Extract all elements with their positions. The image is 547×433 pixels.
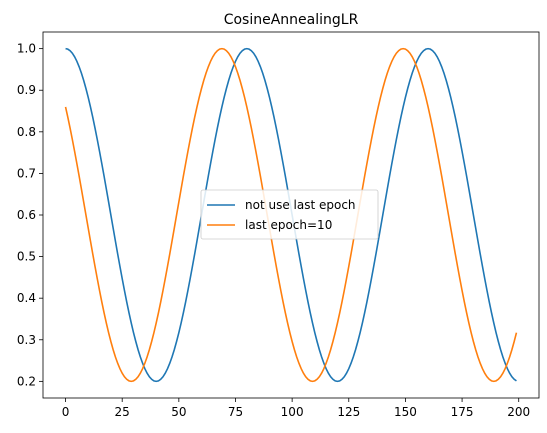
- y-tick-label: 0.5: [17, 250, 36, 264]
- y-tick-label: 0.4: [17, 291, 36, 305]
- x-tick-label: 100: [281, 405, 304, 419]
- x-tick-label: 0: [62, 405, 70, 419]
- y-tick-label: 0.2: [17, 374, 36, 388]
- legend-label-last-epoch-10: last epoch=10: [245, 218, 332, 232]
- x-tick-label: 75: [228, 405, 243, 419]
- x-tick-label: 175: [451, 405, 474, 419]
- x-tick-label: 25: [115, 405, 130, 419]
- legend-label-not-use-last-epoch: not use last epoch: [245, 198, 356, 212]
- chart-title: CosineAnnealingLR: [224, 12, 359, 28]
- series-line-last-epoch-10: [64, 47, 518, 383]
- legend-box: [200, 189, 379, 240]
- y-tick-label: 0.6: [17, 208, 36, 222]
- x-axis: 0 25 50 75 100 125 150 175 200: [62, 398, 530, 419]
- y-tick-label: 1.0: [17, 42, 36, 56]
- y-tick-label: 0.3: [17, 333, 36, 347]
- x-tick-label: 125: [337, 405, 360, 419]
- y-tick-label: 0.7: [17, 166, 36, 180]
- y-tick-label: 0.8: [17, 125, 36, 139]
- y-tick-label: 0.9: [17, 83, 36, 97]
- x-tick-label: 150: [394, 405, 417, 419]
- y-axis: 0.2 0.3 0.4 0.5 0.6 0.7 0.8 0.9 1.0: [17, 42, 43, 388]
- legend: not use last epoch last epoch=10: [200, 189, 379, 240]
- x-tick-label: 200: [507, 405, 530, 419]
- x-tick-label: 50: [171, 405, 186, 419]
